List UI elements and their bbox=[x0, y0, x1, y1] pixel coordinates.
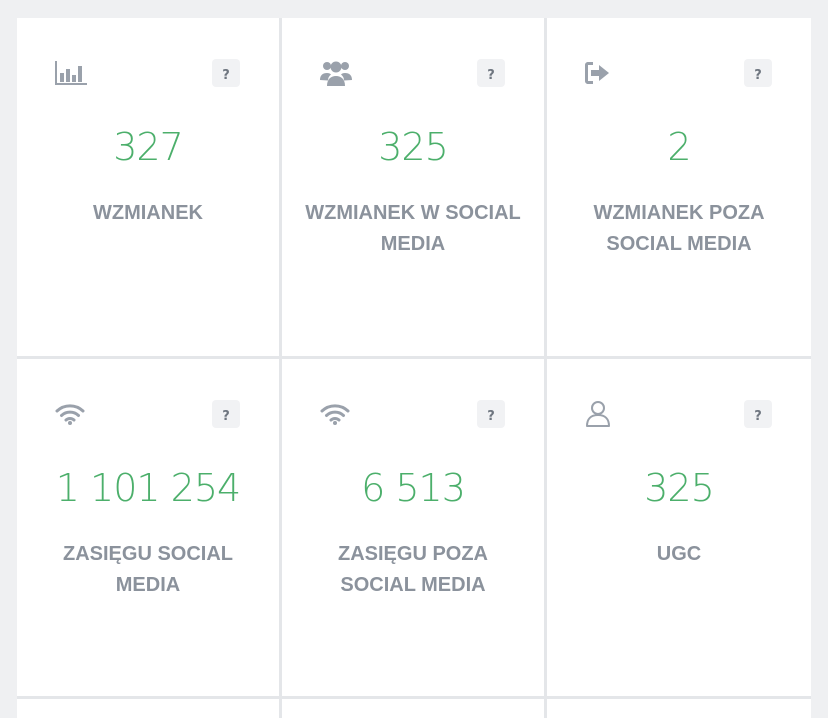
stat-card-nonsocial-mentions: ? 2 WZMIANEK POZA SOCIAL MEDIA bbox=[547, 18, 811, 356]
stat-card-social-reach: ? 1 101 254 ZASIĘGU SOCIAL MEDIA bbox=[17, 359, 279, 696]
stat-value: 6 513 bbox=[361, 466, 466, 510]
help-button[interactable]: ? bbox=[212, 59, 240, 87]
stat-label: WZMIANEK POZA SOCIAL MEDIA bbox=[593, 202, 765, 255]
stat-value: 1 101 254 bbox=[55, 466, 241, 510]
stat-label: WZMIANEK bbox=[93, 202, 203, 224]
stat-card-nonsocial-reach: ? 6 513 ZASIĘGU POZA SOCIAL MEDIA bbox=[282, 359, 544, 696]
user-outline-icon bbox=[585, 399, 619, 429]
stat-label: ZASIĘGU POZA SOCIAL MEDIA bbox=[337, 543, 488, 596]
sign-out-icon bbox=[585, 58, 619, 88]
stat-value: 2 bbox=[667, 125, 691, 169]
users-group-icon bbox=[320, 58, 354, 88]
help-button[interactable]: ? bbox=[477, 59, 505, 87]
stat-label: ZASIĘGU SOCIAL MEDIA bbox=[62, 543, 233, 596]
stat-card-social-mentions: ? 325 WZMIANEK W SOCIAL MEDIA bbox=[282, 18, 544, 356]
stat-value: 327 bbox=[113, 125, 184, 169]
stat-label: WZMIANEK W SOCIAL MEDIA bbox=[305, 202, 521, 255]
stat-card-mentions: ? 327 WZMIANEK bbox=[17, 18, 279, 356]
stat-value: 325 bbox=[644, 466, 715, 510]
wifi-icon bbox=[320, 399, 354, 429]
bar-chart-icon bbox=[55, 58, 89, 88]
stat-label: UGC bbox=[656, 543, 702, 565]
help-button[interactable]: ? bbox=[212, 400, 240, 428]
help-button[interactable]: ? bbox=[744, 400, 772, 428]
help-button[interactable]: ? bbox=[477, 400, 505, 428]
stat-value: 325 bbox=[378, 125, 449, 169]
stat-card-ugc: ? 325 UGC bbox=[547, 359, 811, 696]
stats-grid: ? 327 WZMIANEK ? 325 WZMIANEK W SOCIAL M… bbox=[17, 18, 811, 718]
help-button[interactable]: ? bbox=[744, 59, 772, 87]
wifi-icon bbox=[55, 399, 89, 429]
